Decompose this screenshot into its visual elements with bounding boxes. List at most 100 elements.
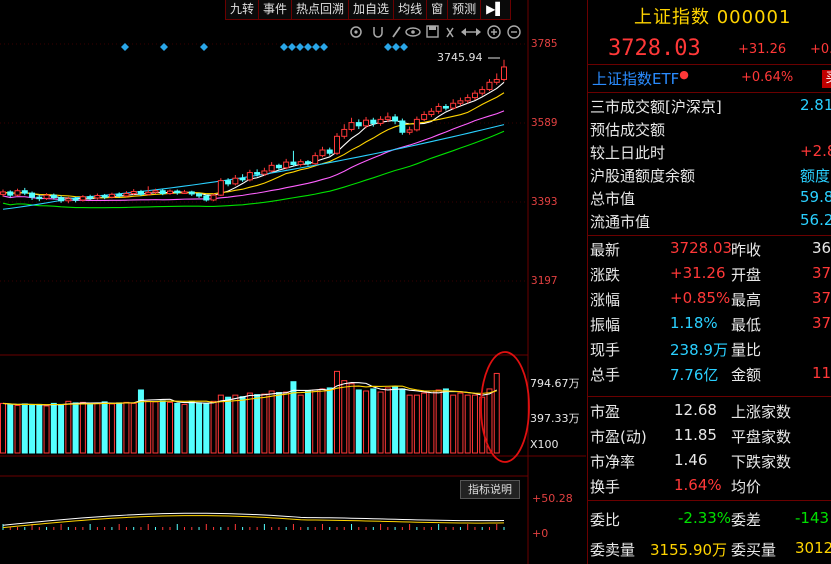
quote-label: 涨幅 [590, 291, 621, 309]
volume-bar [275, 392, 282, 454]
zoom-minus-icon[interactable] [507, 25, 521, 39]
toolbar-tab[interactable]: 热点回溯 [291, 0, 350, 20]
candle-up [152, 190, 159, 193]
candle-up [130, 191, 137, 195]
panel-row: 总市值 59.82 [588, 186, 831, 208]
candle-up [450, 102, 457, 109]
info-value: 额度 [800, 167, 831, 185]
volume-ma5-line [2, 381, 498, 406]
event-diamond[interactable] [280, 43, 288, 51]
candle-up [479, 89, 486, 94]
kline-chart[interactable]: 3785 3589 3393 3197 3745.94 794.67万 397.… [0, 0, 586, 564]
move-icon[interactable] [461, 28, 481, 36]
event-diamond[interactable] [160, 43, 168, 51]
order-label: 委卖量 [590, 541, 636, 559]
event-diamond[interactable] [200, 43, 208, 51]
order-value: -2.33% [678, 509, 732, 527]
quote-value: 3728.03 [670, 239, 733, 257]
volume-bar [464, 394, 471, 454]
volume-bar [246, 392, 253, 454]
toolbar-tab[interactable]: 九转 [225, 0, 260, 20]
candle-down [7, 191, 14, 196]
event-diamond[interactable] [392, 43, 400, 51]
event-diamond[interactable] [400, 43, 408, 51]
candle-up [217, 180, 224, 196]
quote-value: +31.26 [670, 264, 726, 282]
candle-up [457, 100, 464, 104]
event-diamond[interactable] [304, 43, 312, 51]
info-label: 沪股通额度余额 [590, 167, 696, 185]
volume-bar [334, 370, 340, 454]
toolbar-tab[interactable]: ▶▌ [480, 0, 511, 20]
panel-row: 涨跌 +31.26 开盘 371 [588, 262, 831, 284]
chart-toolbar: 九转 事件 热点回溯 加自选 均线窗预测 ▶▌ [225, 0, 511, 20]
event-diamond[interactable] [384, 43, 392, 51]
candle-down [29, 192, 36, 198]
volume-bar [196, 402, 203, 454]
volume-axis-label: 794.67万 [530, 377, 580, 390]
volume-bar [137, 389, 144, 454]
candle-down [196, 193, 203, 197]
panel-row: 委卖量 3155.90万 委买量 3012 [588, 537, 831, 559]
candle-down [137, 191, 144, 195]
candle-up [471, 92, 478, 99]
volume-bar [0, 402, 6, 454]
candle-down [326, 149, 333, 154]
stat-value: 1.64% [674, 476, 722, 494]
highlight-circle [480, 351, 530, 463]
toolbar-tab[interactable]: 均线 [393, 0, 428, 20]
volume-bar [181, 403, 188, 454]
candle-up [79, 196, 86, 201]
volume-bar [217, 394, 224, 454]
etf-name[interactable]: 上证指数ETF [592, 70, 680, 88]
stat-label: 市盈(动) [590, 428, 647, 446]
volume-bar [370, 388, 377, 454]
divider [588, 396, 831, 397]
volume-bar [188, 400, 195, 454]
candle-down [304, 161, 311, 165]
panel-row: 现手 238.9万 量比 [588, 337, 831, 359]
toolbar-tab[interactable]: 预测 [447, 0, 482, 20]
quote-value: 1.18% [670, 314, 718, 332]
quote-label: 最高 [731, 291, 762, 309]
event-diamond[interactable] [296, 43, 304, 51]
volume-bar [399, 388, 406, 454]
volume-bar [486, 388, 493, 454]
volume-bar [43, 405, 50, 454]
quote-label: 涨跌 [590, 266, 621, 284]
volume-bar [210, 400, 217, 454]
volume-bar [428, 390, 435, 454]
save-icon[interactable] [426, 25, 439, 38]
candle-down [101, 195, 108, 198]
zoom-out-icon[interactable] [446, 27, 454, 38]
event-diamond[interactable] [312, 43, 320, 51]
etf-link[interactable]: 上证指数ETF● [592, 68, 689, 89]
event-diamond[interactable] [121, 43, 129, 51]
volume-bar [14, 404, 21, 454]
event-diamond[interactable] [320, 43, 328, 51]
volume-bar [319, 388, 326, 454]
pen-icon[interactable] [392, 26, 401, 38]
volume-bar [130, 402, 137, 454]
zoom-in-icon[interactable] [487, 25, 501, 39]
order-label: 委差 [731, 511, 762, 529]
candle-down [392, 116, 399, 122]
eye-icon[interactable] [405, 27, 421, 37]
volume-bar [58, 403, 65, 454]
volume-bar [326, 387, 333, 454]
order-value: -143 [795, 509, 830, 527]
candle-up [65, 198, 72, 202]
stat-value: 11.85 [674, 426, 717, 444]
magnet-icon[interactable] [373, 27, 383, 38]
candle-down [159, 190, 166, 195]
ma120-line [2, 124, 505, 210]
toolbar-tab[interactable]: 加自选 [348, 0, 395, 20]
volume-bar [348, 383, 355, 454]
volume-bar [442, 388, 449, 454]
gear-icon[interactable] [350, 26, 362, 38]
divider [588, 235, 831, 236]
indicator-explain-button[interactable]: 指标说明 [460, 480, 520, 499]
candle-up [363, 119, 370, 127]
buy-button[interactable]: 买 [822, 70, 831, 88]
event-diamond[interactable] [288, 43, 296, 51]
